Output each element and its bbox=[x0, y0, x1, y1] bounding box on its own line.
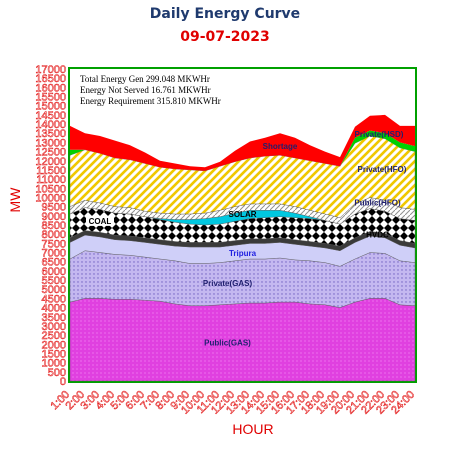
area-label-tripura: Tripura bbox=[229, 249, 257, 258]
y-tick-label: 3000 bbox=[42, 321, 66, 333]
y-tick-label: 17000 bbox=[35, 64, 66, 76]
y-tick-label: 14500 bbox=[35, 110, 66, 122]
area-label-shortage: Shortage bbox=[263, 142, 298, 151]
y-tick-label: 10500 bbox=[35, 183, 66, 195]
y-tick-label: 8500 bbox=[42, 220, 66, 232]
area-label-public-gas: Public(GAS) bbox=[204, 339, 251, 348]
y-tick-label: 13000 bbox=[35, 137, 66, 149]
y-tick-label: 9000 bbox=[42, 211, 66, 223]
summary-total-generation: Total Energy Gen 299.048 MKWHr bbox=[80, 74, 210, 84]
area-label-private-hsd: Private(HSD) bbox=[355, 130, 404, 139]
y-tick-label: 4000 bbox=[42, 303, 66, 315]
y-tick-label: 16000 bbox=[35, 82, 66, 94]
y-tick-label: 5000 bbox=[42, 284, 66, 296]
y-tick-label: 2000 bbox=[42, 339, 66, 351]
y-tick-label: 10000 bbox=[35, 193, 66, 205]
area-label-private-hfo: Private(HFO) bbox=[358, 165, 407, 174]
y-tick-label: 0 bbox=[60, 376, 66, 388]
area-private-hsd bbox=[70, 130, 415, 171]
y-tick-label: 12000 bbox=[35, 156, 66, 168]
y-tick-label: 3500 bbox=[42, 312, 66, 324]
energy-summary: Total Energy Gen 299.048 MKWHr Energy No… bbox=[80, 74, 221, 106]
y-tick-label: 11000 bbox=[36, 174, 66, 186]
summary-energy-requirement: Energy Requirement 315.810 MKWHr bbox=[80, 96, 221, 106]
x-axis-label: HOUR bbox=[232, 421, 273, 437]
y-tick-label: 14000 bbox=[35, 119, 66, 131]
y-tick-label: 9500 bbox=[42, 202, 66, 214]
y-tick-label: 15000 bbox=[35, 101, 66, 113]
y-tick-label: 16500 bbox=[35, 73, 66, 85]
y-tick-label: 15500 bbox=[35, 92, 66, 104]
area-shortage bbox=[70, 114, 415, 171]
y-tick-label: 11500 bbox=[36, 165, 66, 177]
y-tick-label: 12500 bbox=[35, 147, 66, 159]
y-tick-label: 8000 bbox=[42, 229, 66, 241]
chart-title: Daily Energy Curve bbox=[149, 6, 301, 22]
area-label-private-gas: Private(GAS) bbox=[203, 279, 253, 288]
y-tick-label: 2500 bbox=[42, 330, 66, 342]
area-label-solar: SOLAR bbox=[229, 210, 257, 219]
y-tick-label: 13500 bbox=[35, 128, 66, 140]
area-label-hvdc: HVDC bbox=[366, 231, 389, 240]
y-tick-label: 6000 bbox=[42, 266, 66, 278]
y-tick-label: 7500 bbox=[42, 238, 66, 250]
y-axis-label: MW bbox=[7, 187, 23, 213]
y-tick-label: 4500 bbox=[42, 293, 66, 305]
coal-label-background bbox=[86, 215, 114, 226]
y-tick-label: 7000 bbox=[42, 248, 66, 260]
chart-subtitle: 09-07-2023 bbox=[180, 29, 270, 45]
y-tick-label: 500 bbox=[48, 367, 66, 379]
y-tick-label: 6500 bbox=[42, 257, 66, 269]
area-label-public-hfo: Public(HFO) bbox=[354, 198, 401, 207]
y-tick-label: 1500 bbox=[42, 349, 66, 361]
y-tick-label: 1000 bbox=[42, 358, 66, 370]
y-tick-label: 5500 bbox=[42, 275, 66, 287]
area-label-coal: COAL bbox=[89, 217, 112, 226]
summary-energy-not-served: Energy Not Served 16.761 MKWHr bbox=[80, 85, 211, 95]
